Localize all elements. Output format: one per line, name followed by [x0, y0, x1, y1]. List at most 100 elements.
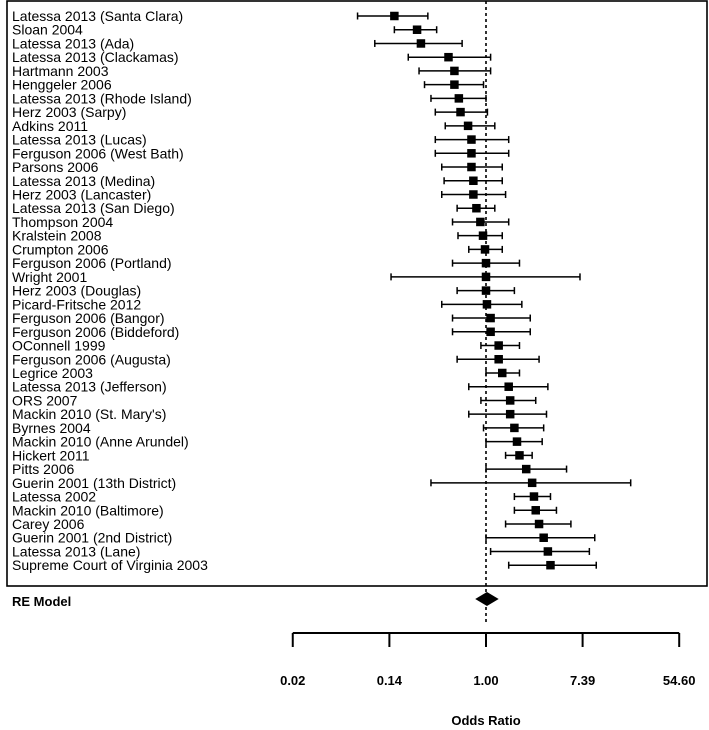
study-row: Supreme Court of Virginia 2003 — [12, 557, 597, 573]
study-row: Guerin 2001 (2nd District) — [12, 530, 596, 546]
study-row: Latessa 2013 (Clackamas) — [12, 49, 492, 65]
point-estimate — [546, 560, 555, 570]
study-rows: Latessa 2013 (Santa Clara)Sloan 2004Late… — [12, 8, 632, 573]
study-row: Parsons 2006 — [12, 159, 504, 175]
study-row: Latessa 2013 (Jefferson) — [12, 379, 549, 395]
study-label: Latessa 2002 — [12, 489, 96, 505]
study-row: Latessa 2013 (Lane) — [12, 543, 591, 559]
study-label: ORS 2007 — [12, 392, 78, 408]
study-label: Latessa 2013 (Ada) — [12, 35, 134, 51]
study-label: Thompson 2004 — [12, 214, 113, 230]
study-label: Adkins 2011 — [12, 118, 88, 134]
point-estimate — [504, 382, 513, 391]
study-label: Latessa 2013 (Rhode Island) — [12, 90, 192, 106]
x-axis-title: Odds Ratio — [451, 713, 520, 728]
summary-row: RE Model — [12, 592, 499, 609]
study-label: Ferguson 2006 (Bangor) — [12, 310, 165, 326]
study-label: Pitts 2006 — [12, 461, 74, 477]
point-estimate — [481, 272, 491, 282]
point-estimate — [472, 203, 481, 213]
study-label: Latessa 2013 (Clackamas) — [12, 49, 179, 65]
point-estimate — [463, 121, 473, 131]
point-estimate — [481, 286, 491, 295]
study-row: Thompson 2004 — [12, 214, 510, 230]
study-label: Guerin 2001 (2nd District) — [12, 530, 172, 546]
study-row: Picard-Fritsche 2012 — [12, 296, 523, 312]
study-label: Latessa 2013 (Medina) — [12, 173, 155, 189]
study-row: Mackin 2010 (St. Mary's) — [12, 406, 548, 422]
study-row: Crumpton 2006 — [12, 241, 504, 257]
study-row: Ferguson 2006 (Biddeford) — [12, 324, 532, 340]
point-estimate — [505, 409, 515, 419]
point-estimate — [482, 300, 492, 309]
study-row: Latessa 2013 (Rhode Island) — [12, 90, 487, 106]
study-row: Kralstein 2008 — [12, 228, 504, 244]
study-label: Henggeler 2006 — [12, 77, 112, 93]
point-estimate — [444, 52, 453, 62]
study-row: Byrnes 2004 — [12, 420, 545, 436]
point-estimate — [534, 519, 544, 529]
study-label: Mackin 2010 (Anne Arundel) — [12, 434, 189, 450]
summary-diamond — [475, 592, 499, 606]
point-estimate — [498, 368, 507, 378]
study-row: Latessa 2013 (Medina) — [12, 173, 504, 189]
point-estimate — [416, 39, 426, 48]
study-row: Carey 2006 — [12, 516, 572, 532]
point-estimate — [505, 396, 515, 405]
study-label: Latessa 2013 (Lucas) — [12, 132, 147, 148]
study-label: OConnell 1999 — [12, 338, 106, 354]
study-row: Latessa 2002 — [12, 489, 552, 505]
point-estimate — [521, 464, 531, 474]
study-label: Ferguson 2006 (West Bath) — [12, 145, 184, 161]
point-estimate — [527, 478, 537, 488]
point-estimate — [412, 25, 422, 34]
study-row: Herz 2003 (Douglas) — [12, 283, 516, 299]
point-estimate — [539, 533, 548, 542]
study-label: Wright 2001 — [12, 269, 87, 285]
study-row: Latessa 2013 (Lucas) — [12, 132, 510, 148]
study-label: Latessa 2013 (Santa Clara) — [12, 8, 183, 24]
x-tick-label: 1.00 — [473, 673, 498, 688]
point-estimate — [486, 313, 495, 323]
study-row: Latessa 2013 (Ada) — [12, 35, 463, 51]
study-row: Mackin 2010 (Baltimore) — [12, 502, 558, 518]
point-estimate — [494, 341, 503, 350]
study-label: Hickert 2011 — [12, 447, 90, 463]
study-row: Adkins 2011 — [12, 118, 496, 134]
point-estimate — [467, 162, 476, 172]
study-row: Hickert 2011 — [12, 447, 533, 463]
point-estimate — [510, 423, 519, 433]
study-row: OConnell 1999 — [12, 338, 521, 354]
study-label: Latessa 2013 (San Diego) — [12, 200, 175, 216]
study-label: Ferguson 2006 (Augusta) — [12, 351, 171, 367]
point-estimate — [467, 149, 476, 158]
study-label: Guerin 2001 (13th District) — [12, 475, 176, 491]
study-row: Latessa 2013 (San Diego) — [12, 200, 496, 216]
study-label: Mackin 2010 (St. Mary's) — [12, 406, 166, 422]
point-estimate — [494, 355, 503, 364]
point-estimate — [450, 80, 459, 89]
point-estimate — [481, 258, 491, 268]
study-row: Herz 2003 (Lancaster) — [12, 186, 507, 202]
point-estimate — [478, 231, 488, 240]
x-tick-label: 0.14 — [377, 673, 403, 688]
study-label: Mackin 2010 (Baltimore) — [12, 502, 164, 518]
study-row: Guerin 2001 (13th District) — [12, 475, 632, 491]
study-row: Herz 2003 (Sarpy) — [12, 104, 489, 120]
study-row: Ferguson 2006 (West Bath) — [12, 145, 510, 161]
study-label: Latessa 2013 (Jefferson) — [12, 379, 167, 395]
study-row: Sloan 2004 — [12, 22, 438, 38]
summary-label: RE Model — [12, 594, 71, 609]
study-label: Hartmann 2003 — [12, 63, 109, 79]
study-row: Mackin 2010 (Anne Arundel) — [12, 434, 543, 450]
point-estimate — [476, 217, 485, 227]
study-row: Hartmann 2003 — [12, 63, 492, 79]
plot-frame — [6, 0, 708, 587]
study-label: Kralstein 2008 — [12, 228, 102, 244]
study-label: Carey 2006 — [12, 516, 85, 532]
point-estimate — [512, 437, 522, 446]
study-label: Parsons 2006 — [12, 159, 99, 175]
study-row: Henggeler 2006 — [12, 77, 485, 93]
